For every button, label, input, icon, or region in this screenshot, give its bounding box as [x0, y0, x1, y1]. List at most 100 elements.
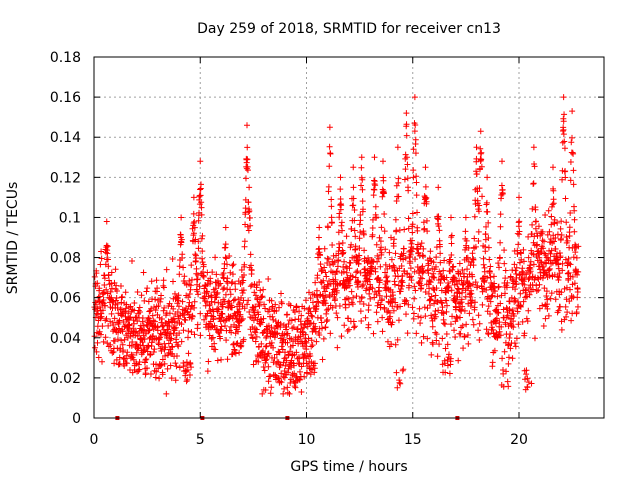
data-point: [194, 271, 201, 278]
data-point: [568, 139, 575, 146]
data-point: [357, 212, 364, 219]
data-point: [276, 349, 283, 356]
data-point: [360, 281, 367, 288]
data-point: [410, 315, 417, 322]
x-axis-label: GPS time / hours: [290, 459, 407, 475]
data-point: [429, 323, 436, 330]
data-point: [163, 266, 170, 273]
data-point: [98, 248, 105, 255]
data-point: [287, 302, 294, 309]
data-point: [166, 331, 173, 338]
data-point: [117, 283, 124, 290]
data-point: [175, 343, 182, 350]
data-point: [99, 307, 106, 314]
data-point: [458, 289, 465, 296]
y-tick-label: 0.08: [50, 251, 81, 267]
data-point: [307, 308, 314, 315]
x-tick-label: 20: [510, 432, 528, 448]
data-point: [335, 229, 342, 236]
data-point: [460, 280, 467, 287]
data-point: [539, 302, 546, 309]
data-point: [197, 192, 204, 199]
data-point: [477, 150, 484, 157]
data-point: [434, 353, 441, 360]
data-point: [212, 346, 219, 353]
data-point: [419, 275, 426, 282]
data-point: [546, 272, 553, 279]
data-point: [265, 350, 272, 357]
data-point: [352, 243, 359, 250]
data-point: [361, 266, 368, 273]
data-point: [504, 378, 511, 385]
data-point: [350, 164, 357, 171]
data-point: [152, 374, 159, 381]
data-point: [291, 362, 298, 369]
data-point: [365, 255, 372, 262]
data-point: [445, 351, 452, 358]
data-point: [428, 312, 435, 319]
data-point: [241, 238, 248, 245]
data-point: [322, 288, 329, 295]
data-point: [152, 307, 159, 314]
data-point: [114, 336, 121, 343]
data-point: [487, 298, 494, 305]
data-point: [475, 238, 482, 245]
data-point: [213, 291, 220, 298]
data-point: [218, 356, 225, 363]
data-point: [566, 224, 573, 231]
data-point: [298, 363, 305, 370]
data-point: [444, 284, 451, 291]
data-point: [557, 253, 564, 260]
data-point: [548, 290, 555, 297]
data-point: [262, 387, 269, 394]
data-point: [233, 340, 240, 347]
data-point: [473, 168, 480, 175]
data-point: [109, 349, 116, 356]
data-point: [422, 289, 429, 296]
data-point: [190, 230, 197, 237]
data-point: [413, 330, 420, 337]
data-point: [190, 210, 197, 217]
data-point: [161, 360, 168, 367]
data-point: [238, 317, 245, 324]
data-point: [192, 251, 199, 258]
data-point: [204, 368, 211, 375]
data-point: [94, 280, 101, 287]
data-point: [531, 335, 538, 342]
data-point: [199, 255, 206, 262]
data-point: [424, 335, 431, 342]
data-point: [562, 174, 569, 181]
data-point: [122, 305, 129, 312]
data-point: [438, 299, 445, 306]
data-point: [324, 281, 331, 288]
data-point: [357, 269, 364, 276]
data-point: [554, 250, 561, 257]
data-point: [540, 263, 547, 270]
data-point: [484, 174, 491, 181]
data-point: [484, 208, 491, 215]
data-point: [491, 347, 498, 354]
data-point: [485, 330, 492, 337]
data-point: [258, 294, 265, 301]
data-point: [120, 318, 127, 325]
data-point: [267, 390, 274, 397]
data-point: [381, 305, 388, 312]
data-point: [505, 342, 512, 349]
data-point: [293, 349, 300, 356]
data-point: [419, 269, 426, 276]
data-point: [496, 319, 503, 326]
data-point: [536, 305, 543, 312]
data-point: [135, 307, 142, 314]
data-point: [320, 335, 327, 342]
data-point: [388, 256, 395, 263]
data-point: [524, 375, 531, 382]
data-point: [186, 372, 193, 379]
data-point: [443, 297, 450, 304]
data-point: [186, 299, 193, 306]
data-point: [534, 241, 541, 248]
data-point: [442, 321, 449, 328]
data-point: [532, 225, 539, 232]
data-point: [186, 290, 193, 297]
data-point: [437, 250, 444, 257]
data-point: [433, 331, 440, 338]
